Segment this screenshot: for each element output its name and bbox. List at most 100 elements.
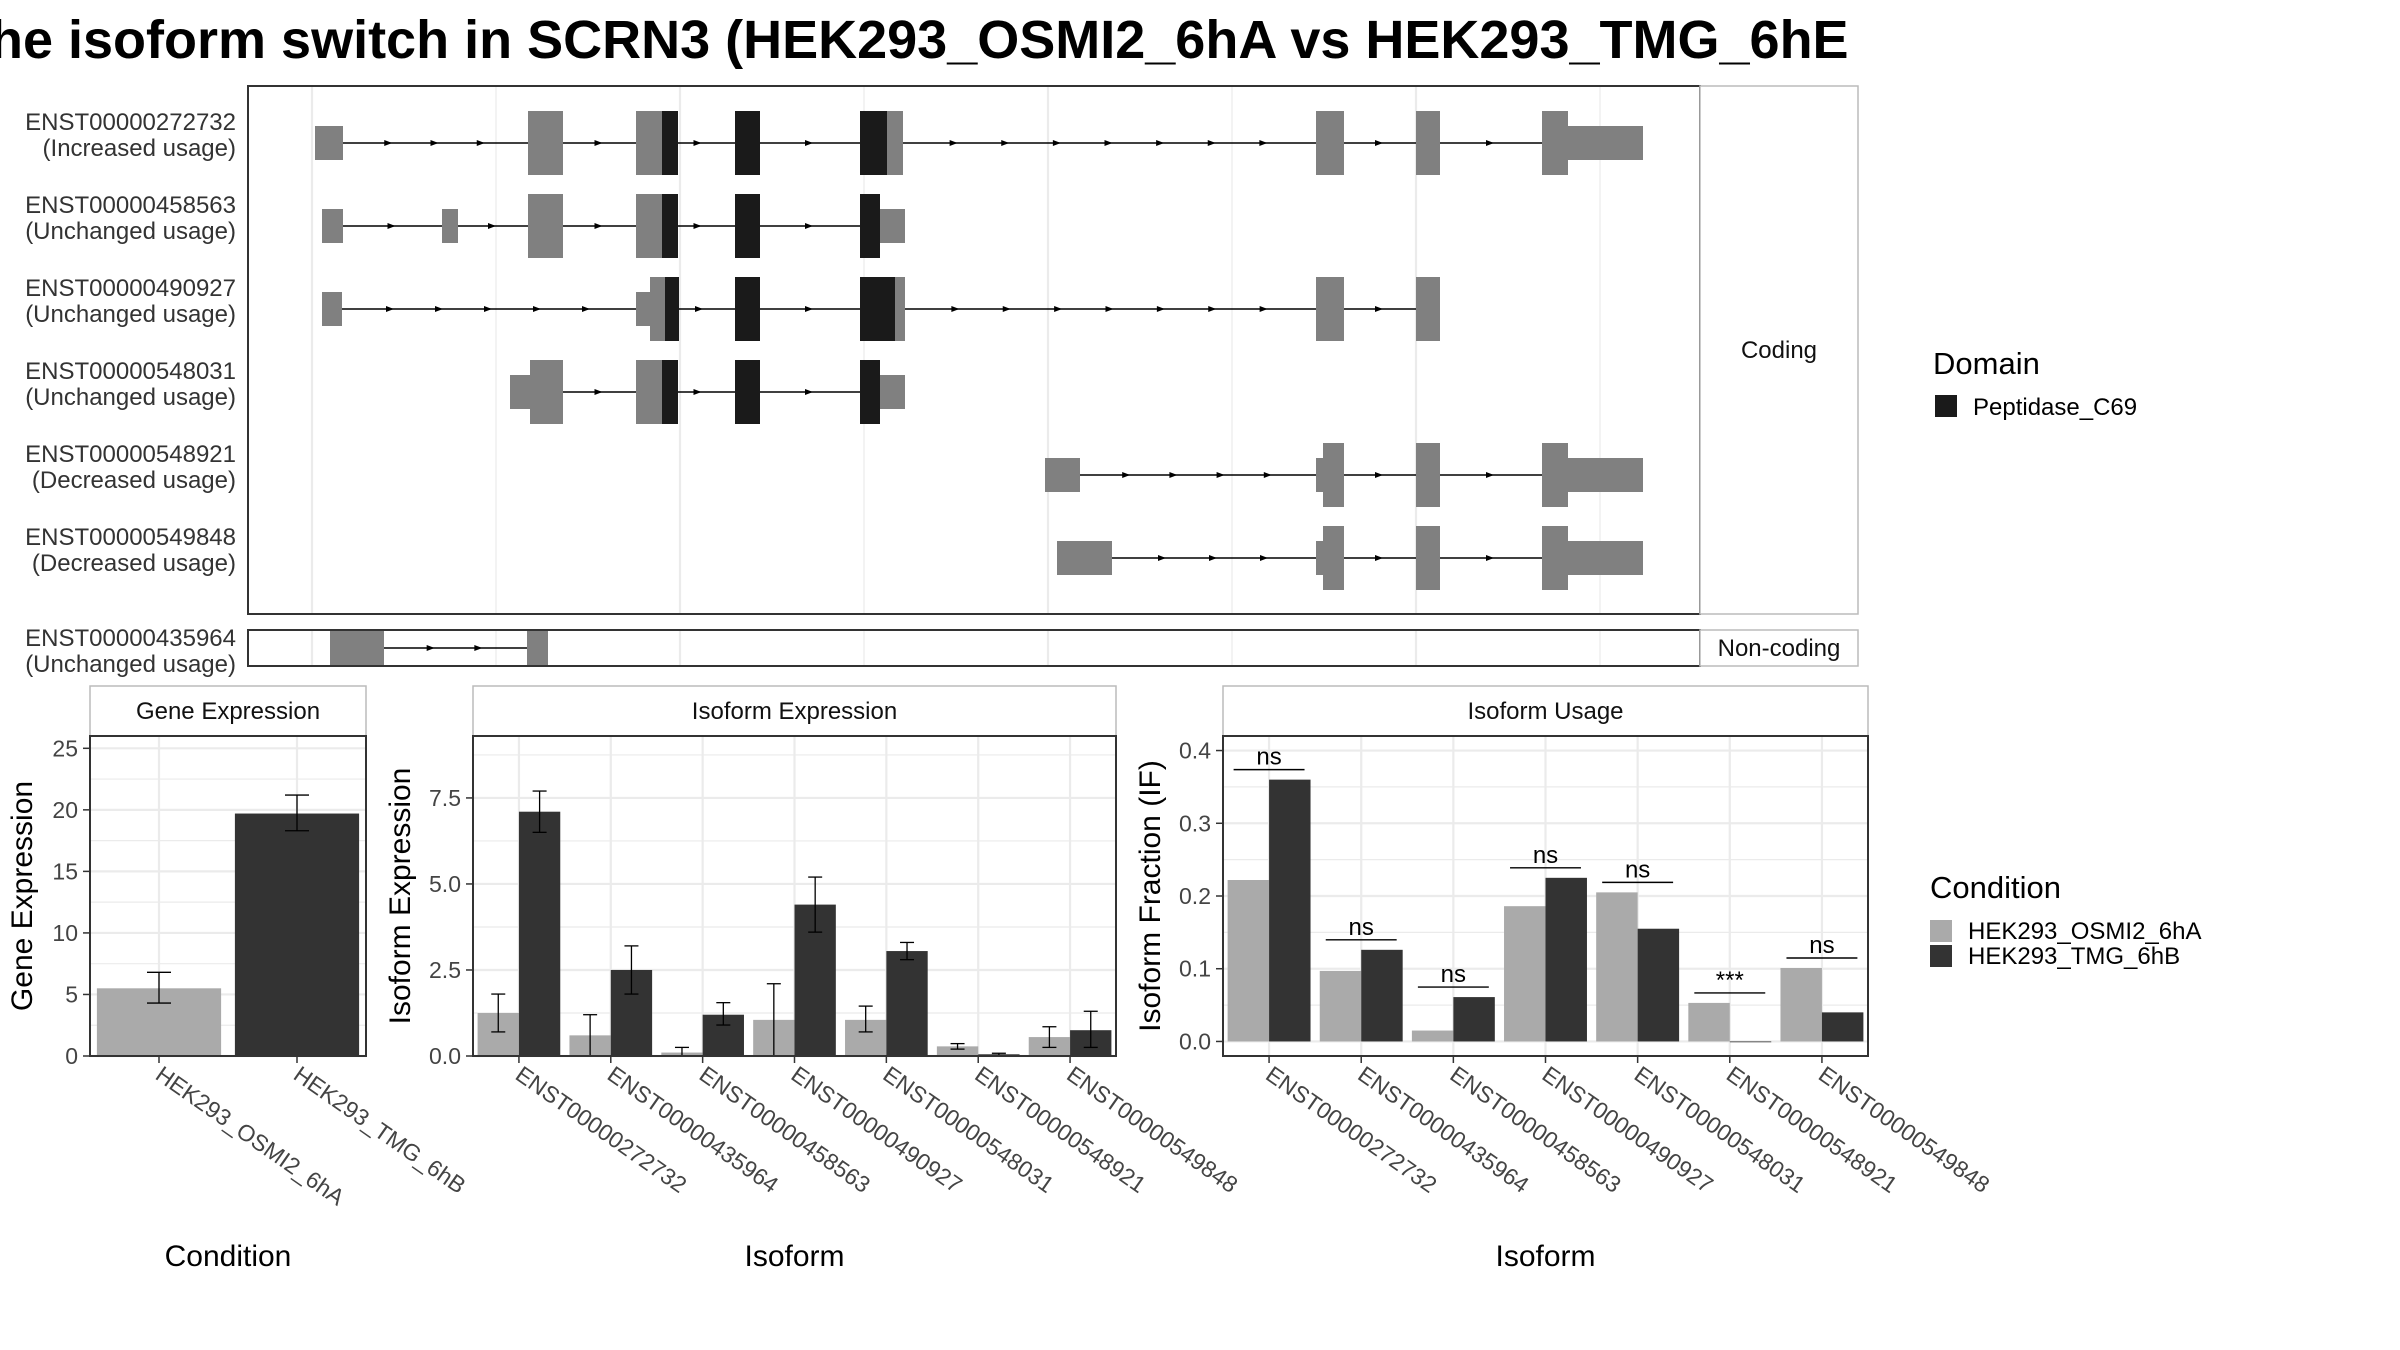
exon-block bbox=[636, 111, 662, 175]
exon-block bbox=[880, 209, 905, 243]
exon-block bbox=[322, 292, 342, 326]
noncoding-strip bbox=[1699, 629, 1859, 667]
x-tick-label: ENST00000435964 bbox=[603, 1061, 784, 1198]
exon-block bbox=[1416, 443, 1440, 507]
bar bbox=[886, 951, 928, 1056]
domain-block bbox=[860, 111, 890, 175]
transcript-status-label: (Unchanged usage) bbox=[25, 651, 236, 678]
exon-block bbox=[510, 375, 530, 409]
bar bbox=[1504, 906, 1546, 1042]
transcript-rows: ENST00000272732(Increased usage)ENST0000… bbox=[25, 109, 1643, 678]
bar bbox=[518, 811, 561, 1056]
y-tick-label: 0.0 bbox=[1179, 1028, 1211, 1054]
exon-block bbox=[887, 111, 903, 175]
exon-block bbox=[1542, 443, 1568, 507]
intron-arrow bbox=[533, 306, 541, 312]
significance-label: ns bbox=[1256, 744, 1281, 771]
exon-block bbox=[1316, 458, 1323, 492]
bar bbox=[1545, 877, 1587, 1042]
x-tick-label: ENST00000435964 bbox=[1353, 1061, 1534, 1198]
transcript-status-label: (Decreased usage) bbox=[32, 467, 236, 494]
bar bbox=[1780, 968, 1822, 1042]
y-axis-title: Isoform Fraction (IF) bbox=[1134, 760, 1167, 1032]
exon-block bbox=[1323, 443, 1344, 507]
transcript-id-label: ENST00000549848 bbox=[25, 524, 236, 551]
y-tick-label: 25 bbox=[52, 735, 78, 761]
exon-block bbox=[895, 277, 905, 341]
exon-block bbox=[636, 292, 650, 326]
intron-arrow bbox=[693, 140, 702, 146]
condition-legend-swatch-b bbox=[1930, 945, 1952, 967]
intron-arrow bbox=[1375, 306, 1383, 312]
bar bbox=[1361, 949, 1403, 1042]
intron-arrow bbox=[1052, 140, 1061, 146]
intron-arrow bbox=[1259, 306, 1268, 312]
intron-arrow bbox=[1207, 140, 1216, 146]
exon-block bbox=[1568, 541, 1643, 575]
y-tick-label: 15 bbox=[52, 858, 78, 884]
intron-arrow bbox=[435, 306, 443, 312]
bar bbox=[234, 813, 360, 1056]
domain-legend-label: Peptidase_C69 bbox=[1973, 394, 2137, 421]
significance-label: ns bbox=[1533, 842, 1558, 869]
x-tick-label: ENST00000458563 bbox=[1445, 1061, 1625, 1198]
significance-label: ns bbox=[1349, 914, 1374, 941]
domain-block bbox=[665, 277, 679, 341]
bar bbox=[1637, 928, 1680, 1042]
intron-arrow bbox=[1263, 472, 1272, 478]
panel-strip-label: Isoform Usage bbox=[1467, 698, 1623, 725]
exon-block bbox=[1542, 526, 1568, 590]
y-tick-label: 7.5 bbox=[429, 785, 461, 811]
bar bbox=[1411, 1030, 1454, 1042]
intron-arrow bbox=[693, 389, 702, 395]
transcript-status-label: (Unchanged usage) bbox=[25, 218, 236, 245]
bar bbox=[1821, 1012, 1864, 1042]
exon-block bbox=[527, 631, 548, 665]
coding-panel-bg bbox=[248, 86, 1700, 614]
transcript-id-label: ENST00000548921 bbox=[25, 441, 236, 468]
y-tick-label: 0.4 bbox=[1179, 738, 1211, 764]
y-tick-label: 20 bbox=[52, 797, 78, 823]
exon-block bbox=[530, 360, 563, 424]
intron-arrow bbox=[384, 140, 393, 146]
intron-arrow bbox=[1054, 306, 1063, 312]
intron-arrow bbox=[1105, 306, 1114, 312]
x-tick-label: ENST00000490927 bbox=[787, 1061, 967, 1198]
x-axis-title: Isoform bbox=[1495, 1240, 1595, 1273]
intron-arrow bbox=[1375, 140, 1383, 146]
domain-block bbox=[860, 194, 880, 258]
exon-block bbox=[322, 209, 343, 243]
intron-arrow bbox=[1002, 306, 1011, 312]
exon-block bbox=[650, 277, 665, 341]
intron-arrow bbox=[693, 223, 702, 229]
intron-arrow bbox=[430, 140, 439, 146]
x-tick-label: ENST00000548921 bbox=[970, 1061, 1150, 1198]
condition-legend-label-a: HEK293_OSMI2_6hA bbox=[1968, 918, 2201, 945]
coding-strip bbox=[1699, 85, 1859, 615]
exon-block bbox=[528, 194, 563, 258]
transcript-row-ENST00000548031: ENST00000548031(Unchanged usage) bbox=[25, 358, 905, 424]
panel-border bbox=[472, 735, 1117, 1057]
y-tick-label: 10 bbox=[52, 920, 78, 946]
condition-legend: Condition HEK293_OSMI2_6hA HEK293_TMG_6h… bbox=[1930, 870, 2201, 970]
y-axis-title: Isoform Expression bbox=[384, 768, 417, 1025]
y-tick-label: 0 bbox=[65, 1043, 78, 1069]
transcript-structure-panel: ENST00000272732(Increased usage)ENST0000… bbox=[25, 85, 1859, 678]
transcript-id-label: ENST00000435964 bbox=[25, 625, 236, 652]
domain-block bbox=[735, 194, 760, 258]
transcript-id-label: ENST00000272732 bbox=[25, 109, 236, 136]
bar bbox=[1227, 880, 1270, 1042]
intron-arrow bbox=[386, 306, 394, 312]
domain-legend: Domain Peptidase_C69 bbox=[1933, 346, 2137, 421]
exon-block bbox=[1416, 277, 1440, 341]
transcript-id-label: ENST00000458563 bbox=[25, 192, 236, 219]
domain-block bbox=[735, 277, 760, 341]
intron-arrow bbox=[1216, 472, 1225, 478]
transcript-status-label: (Unchanged usage) bbox=[25, 301, 236, 328]
condition-legend-label-b: HEK293_TMG_6hB bbox=[1968, 943, 2180, 970]
intron-arrow bbox=[1169, 472, 1178, 478]
y-tick-label: 0.1 bbox=[1179, 956, 1211, 982]
intron-arrow bbox=[1375, 555, 1383, 561]
bar bbox=[1729, 1041, 1772, 1043]
